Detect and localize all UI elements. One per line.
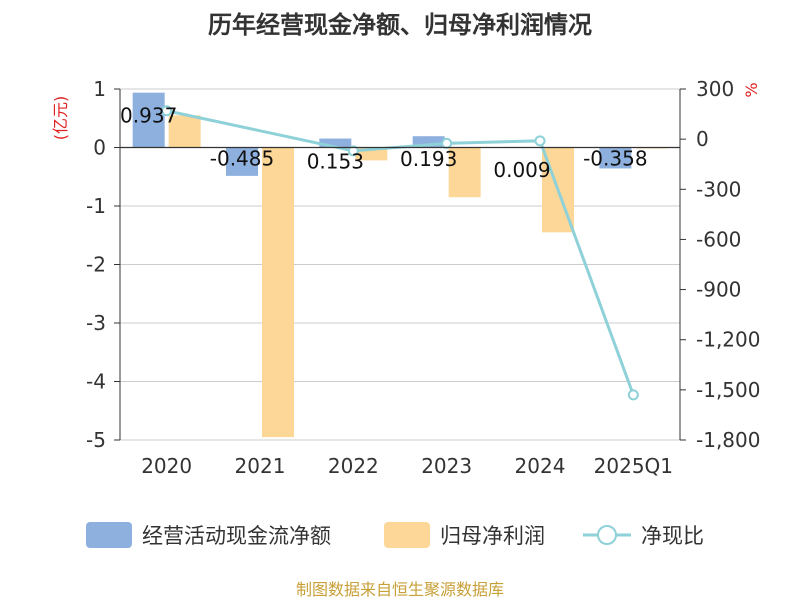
y-left-unit: (亿元): [51, 96, 70, 141]
net-profit-bar: [448, 147, 481, 198]
y-right-tick-label: -300: [696, 177, 741, 201]
axes: 1 0 -1 -2 -3 -4 -5 300 0 -300 -600 -900 -1,200 -1,500…: [86, 77, 760, 478]
line-series: [161, 105, 639, 401]
data-labels: 0.937 -0.485 0.153 0.193 0.009 -0.358: [120, 104, 648, 182]
x-tick-label: 2021: [235, 454, 286, 478]
y-left-tick-label: 1: [93, 77, 106, 101]
ratio-point: [347, 145, 359, 157]
y-right-tick-label: -600: [696, 227, 741, 251]
y-left-tick-label: -2: [86, 253, 106, 277]
x-tick-label: 2025Q1: [594, 454, 673, 478]
legend-swatch-cashflow: [86, 522, 132, 548]
x-tick-label: 2024: [515, 454, 566, 478]
y-right-unit: %: [742, 82, 761, 97]
x-tick-label: 2022: [328, 454, 379, 478]
y-right-tick-label: -1,800: [696, 428, 760, 452]
bar-series: [132, 92, 668, 438]
y-right-tick-label: -1,200: [696, 328, 760, 352]
cashflow-bar: [319, 138, 352, 148]
cashflow-data-label: -0.358: [583, 147, 647, 171]
cashflow-bar: [132, 92, 165, 148]
legend-swatch-ratio-marker: [597, 525, 617, 545]
grid-lines: [120, 88, 680, 441]
cashflow-bar: [412, 136, 445, 148]
cashflow-bar: [226, 147, 258, 176]
net-profit-bar: [168, 115, 201, 148]
cashflow-data-label: 0.009: [493, 158, 550, 182]
net-profit-bar: [262, 147, 294, 438]
cashflow-bar: [599, 147, 632, 169]
ratio-point: [534, 135, 546, 147]
footer-source: 制图数据来自恒生聚源数据库: [296, 580, 504, 599]
x-tick-label: 2020: [141, 454, 192, 478]
cashflow-data-label: 0.153: [307, 150, 364, 174]
y-right-tick-label: 300: [696, 77, 734, 101]
y-left-tick-label: 0: [93, 136, 106, 160]
cashflow-data-label: -0.485: [210, 147, 274, 171]
y-right-tick-label: -900: [696, 278, 741, 302]
legend: 经营活动现金流净额 归母净利润 净现比: [86, 522, 704, 548]
y-right-tick-label: -1,500: [696, 378, 760, 402]
legend-label-cashflow: 经营活动现金流净额: [142, 524, 331, 548]
chart-title: 历年经营现金净额、归母净利润情况: [208, 11, 592, 39]
cashflow-data-label: 0.937: [120, 104, 177, 128]
ratio-point: [627, 389, 639, 401]
y-right-tick-label: 0: [696, 127, 709, 151]
legend-label-ratio: 净现比: [641, 524, 704, 548]
y-left-tick-label: -5: [86, 428, 106, 452]
y-left-tick-label: -1: [86, 194, 106, 218]
y-left-tick-label: -3: [86, 311, 106, 335]
legend-label-net-profit: 归母净利润: [440, 524, 545, 548]
ratio-point: [161, 105, 173, 117]
legend-swatch-net-profit: [384, 522, 430, 548]
y-left-tick-label: -4: [86, 370, 106, 394]
x-tick-label: 2023: [421, 454, 472, 478]
cashflow-data-label: 0.193: [400, 147, 457, 171]
